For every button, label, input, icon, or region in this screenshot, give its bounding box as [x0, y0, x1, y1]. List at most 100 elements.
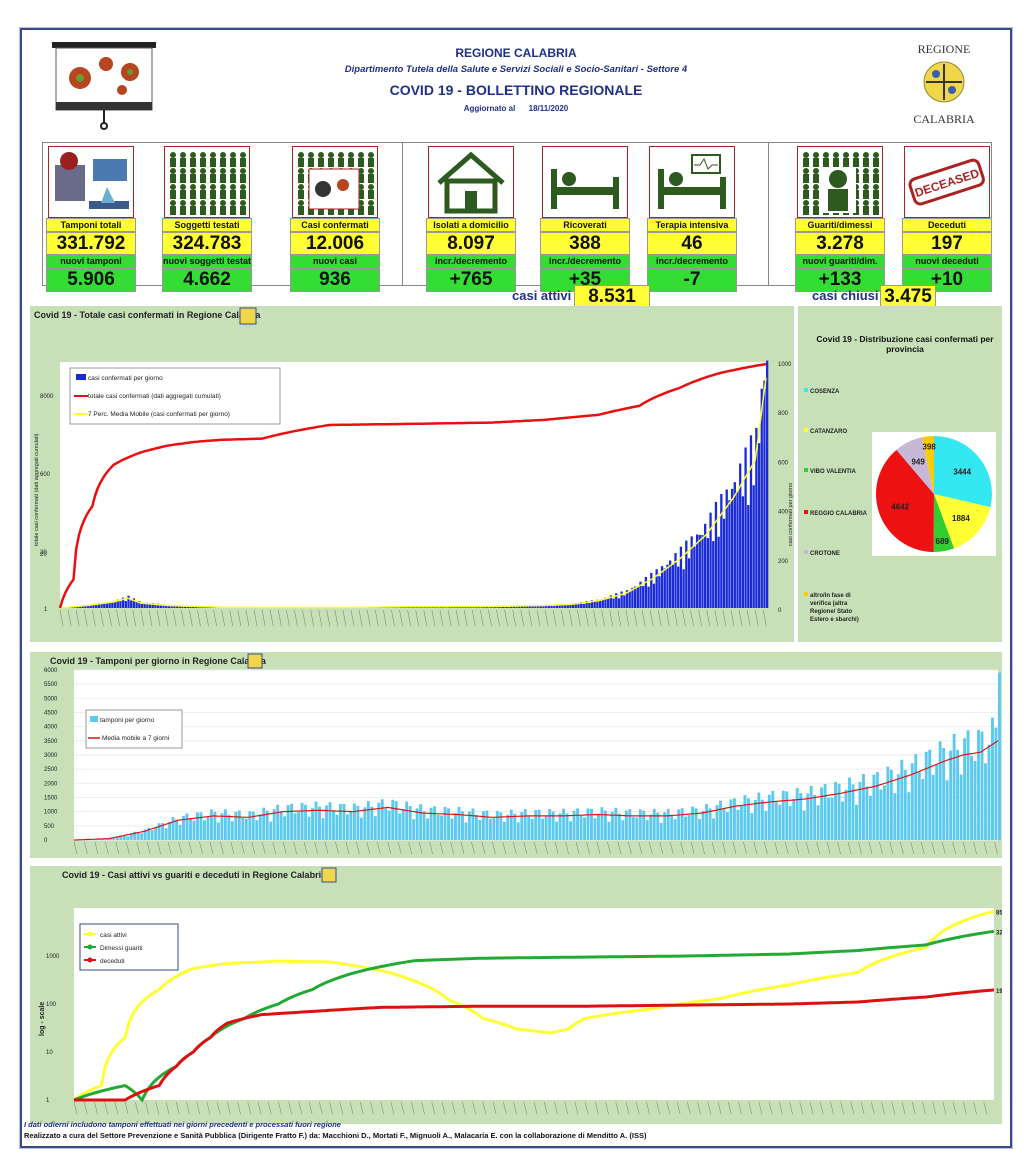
daily-bar	[76, 606, 79, 608]
person-dot	[230, 184, 236, 190]
x-tick-label	[358, 609, 363, 627]
tests-bar	[691, 806, 695, 840]
tests-bar	[447, 808, 450, 840]
x-tick-label	[496, 609, 500, 627]
x-tick-label	[455, 609, 460, 627]
x-tick-label	[941, 841, 946, 855]
kpi-value: 331.792	[46, 232, 136, 255]
x-tick-label	[237, 609, 242, 627]
x-tick-label	[175, 1101, 180, 1115]
x-tick-label	[727, 1101, 732, 1115]
x-tick-label	[415, 609, 419, 627]
right-tick-label: 400	[778, 510, 789, 516]
person-body	[873, 174, 879, 183]
tests-bar	[851, 784, 855, 840]
tests-bar	[726, 812, 729, 840]
tests-bar	[380, 799, 384, 840]
legend-item: casi attivi	[100, 932, 127, 939]
tests-bar	[743, 795, 747, 840]
tests-bar	[865, 786, 869, 840]
tests-bar	[209, 809, 213, 840]
y-tick-label: 3000	[44, 753, 58, 759]
x-tick-label	[789, 1101, 793, 1115]
x-tick-label	[73, 841, 78, 855]
person-body	[200, 206, 206, 215]
daily-bar	[633, 586, 637, 608]
tests-bar	[112, 838, 116, 840]
tests-bar	[178, 824, 182, 840]
x-tick-label	[359, 1101, 364, 1115]
daily-bar	[671, 564, 674, 608]
daily-bar	[728, 500, 731, 608]
x-tick-label	[730, 609, 735, 627]
x-tick-label	[617, 609, 622, 627]
tests-bar	[349, 811, 353, 840]
x-tick-label	[429, 841, 433, 855]
tests-bar	[970, 755, 973, 840]
tests-bar	[314, 801, 318, 840]
tests-bar	[820, 787, 824, 840]
x-tick-label	[230, 841, 235, 855]
person-dot	[210, 152, 216, 158]
x-tick-label	[717, 1101, 722, 1115]
bed-foot	[720, 177, 726, 209]
x-tick-label	[554, 1101, 558, 1115]
x-tick-label	[471, 841, 475, 855]
x-tick-label	[871, 1101, 875, 1115]
tests-bar	[921, 778, 925, 840]
daily-bar	[569, 603, 572, 608]
x-tick-label	[310, 609, 314, 627]
x-tick-label	[334, 609, 339, 627]
tests-bar	[855, 804, 858, 840]
tests-bar	[140, 833, 144, 840]
person-dot	[210, 184, 216, 190]
person-dot	[813, 184, 819, 190]
tests-bar	[464, 822, 468, 840]
x-tick-label	[460, 841, 465, 855]
x-tick-label	[366, 841, 371, 855]
tests-bar	[733, 798, 736, 840]
tests-bar	[868, 795, 872, 840]
x-tick-label	[628, 841, 632, 855]
recovered-person-icon	[797, 146, 883, 218]
left-tick-label: 8000	[40, 394, 54, 400]
x-tick-label	[293, 841, 297, 855]
tests-bar	[223, 809, 227, 840]
tests-bar	[774, 802, 778, 840]
x-tick-label	[633, 609, 638, 627]
x-tick-label	[462, 1101, 466, 1115]
tests-bar	[366, 800, 370, 840]
pie-slice	[876, 449, 934, 552]
tests-bar	[457, 806, 461, 840]
bed-head	[551, 169, 557, 209]
recovered-body	[828, 189, 848, 211]
person-dot	[240, 168, 246, 174]
x-tick-label	[805, 841, 810, 855]
daily-bar	[620, 591, 623, 608]
tests-bar	[837, 783, 841, 840]
daily-bar	[453, 606, 456, 608]
tests-bar	[133, 831, 137, 840]
y-tick-label: 0	[44, 838, 48, 844]
x-tick-label	[973, 1101, 977, 1115]
person-dot	[803, 200, 809, 206]
x-tick-label	[267, 1101, 272, 1115]
tests-bar	[415, 808, 419, 840]
legend-marker	[87, 957, 93, 963]
patient-head	[562, 172, 576, 186]
daily-bar	[113, 601, 117, 608]
daily-bar	[507, 606, 510, 608]
legend-swatch	[90, 716, 98, 722]
person-body	[240, 206, 246, 215]
tests-bar	[129, 833, 133, 840]
x-tick-label	[220, 841, 224, 855]
x-tick-label	[983, 1101, 988, 1115]
x-tick-label	[148, 609, 153, 627]
tests-bar	[370, 806, 374, 840]
daily-bar	[760, 388, 763, 608]
x-tick-label	[366, 609, 371, 627]
person-body	[190, 174, 196, 183]
daily-bar	[488, 606, 491, 608]
updated-label: Aggiornato al	[463, 104, 516, 113]
kpi-sub-label: nuovi soggetti testati	[162, 255, 252, 268]
